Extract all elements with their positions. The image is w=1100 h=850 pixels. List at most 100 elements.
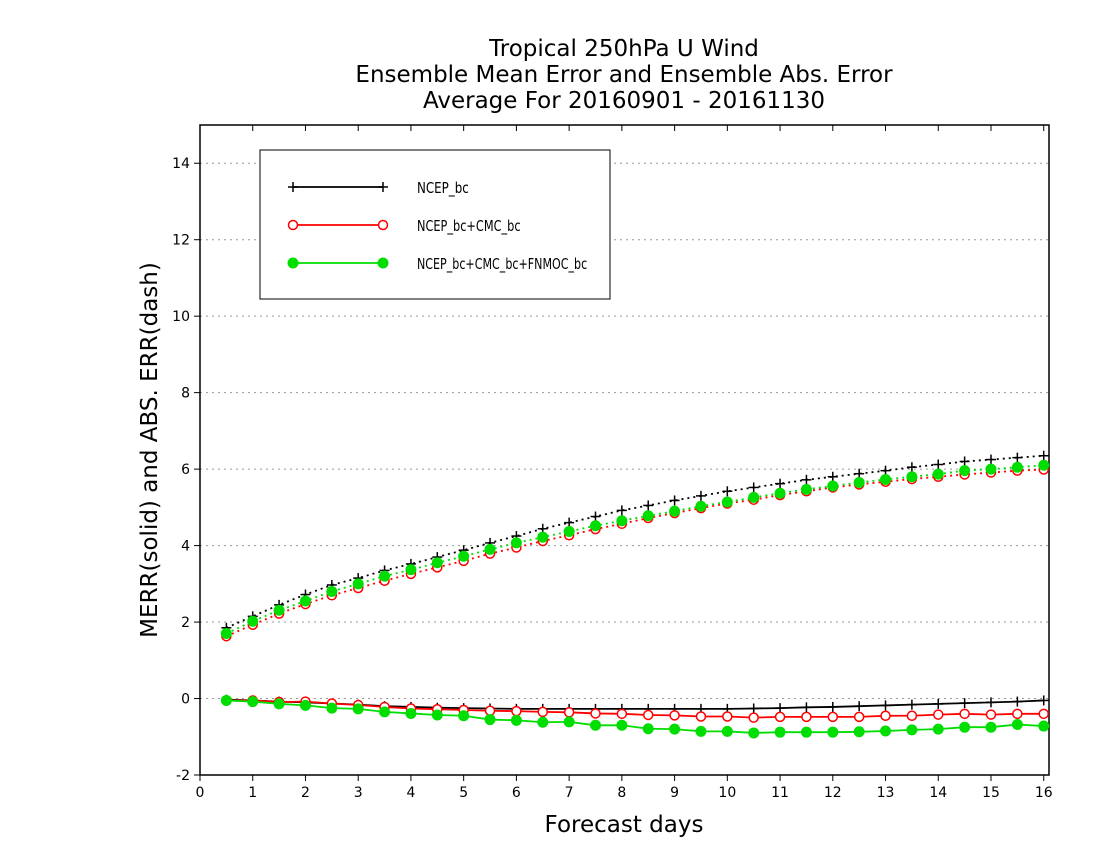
series-1-mean-point (801, 711, 812, 723)
series-1-abs-error-line (226, 468, 1044, 638)
x-tick-label: 9 (670, 785, 679, 801)
series-0-abs-point (1038, 450, 1049, 461)
series-2-mean-point (273, 698, 285, 710)
series-2-abs-point (458, 550, 470, 562)
series-2-mean-point (985, 721, 997, 733)
x-tick-label: 15 (982, 785, 1000, 801)
series-0-mean-point (827, 701, 838, 712)
series-0-mean-point (906, 699, 917, 710)
series-1-mean-point (669, 710, 680, 721)
series-2-mean-point (1038, 720, 1050, 732)
series-2-mean-point (484, 714, 496, 726)
series-0-mean-point (854, 701, 865, 712)
series-0-abs-point (643, 500, 654, 511)
series-2-mean-point (642, 723, 654, 735)
series-2-abs-point (510, 537, 522, 549)
series-0-abs-point (695, 490, 706, 501)
legend-marker-start-2 (287, 257, 299, 269)
series-2-abs-point (616, 515, 628, 527)
legend: NCEP_bc NCEP_bc+CMC_bc NCEP_bc+CMC_bc+FNMO… (259, 149, 611, 300)
series-2-abs-point (721, 496, 733, 508)
series-0-mean-point (1012, 696, 1023, 707)
series-1-mean-point (722, 711, 733, 722)
series-1-mean-point (906, 710, 918, 721)
series-2-abs-point (247, 615, 259, 627)
y-tick-label: 0 (181, 692, 190, 708)
series-1-mean-point (933, 709, 944, 720)
y-tick-label: 2 (181, 615, 190, 631)
x-tick-label: 0 (196, 785, 205, 801)
series-0-mean-point (1038, 695, 1049, 706)
series-2-mean-point (1011, 719, 1023, 731)
x-axis-label: Forecast days (545, 812, 704, 838)
series-2-abs-point (220, 628, 232, 640)
y-axis-label: MERR(solid) and ABS. ERR(dash) (137, 262, 163, 638)
series-2-mean-point (326, 702, 338, 714)
series-2-abs-error-line (225, 464, 1044, 635)
series-2-abs-point (563, 525, 575, 537)
series-2-mean-point (299, 699, 311, 711)
x-tick-label: 10 (718, 785, 736, 801)
series-2-abs-point (827, 480, 839, 492)
series-0-abs-point (801, 474, 812, 485)
x-tick-label: 4 (406, 785, 415, 801)
series-0-mean-point (985, 697, 996, 708)
series-2-abs-point (642, 510, 654, 522)
series-2-mean-point (405, 707, 417, 719)
legend-label-2: NCEP_bc+CMC_bc+FNMOC_bc (417, 255, 587, 274)
series-0-mean-point (880, 700, 891, 711)
series-2-mean-point (774, 726, 786, 738)
series-2-mean-point (510, 714, 522, 726)
series-2-abs-point (273, 604, 285, 616)
series-0-abs-point (827, 471, 838, 482)
series-0-mean-point (933, 698, 944, 709)
series-2-abs-point (299, 595, 311, 607)
x-tick-label: 8 (617, 785, 626, 801)
series-2-abs-point (959, 465, 971, 477)
series-0-abs-point (590, 511, 601, 522)
series-2-abs-point (669, 505, 681, 517)
series-2-mean-point (959, 721, 971, 733)
series-2-mean-point (695, 725, 707, 737)
series-0-abs-error-line (226, 454, 1044, 629)
plot-area-frame (199, 124, 1050, 776)
chart-title-line-1: Tropical 250hPa U Wind (489, 36, 759, 62)
y-tick-label: 6 (181, 462, 190, 478)
legend-marker-end-1 (377, 219, 389, 231)
series-2-mean-point (827, 726, 839, 738)
series-1-mean-point (1012, 708, 1023, 720)
legend-label-1: NCEP_bc+CMC_bc (417, 217, 521, 236)
series-0-mean-point (775, 703, 786, 714)
series-2-abs-point (853, 477, 865, 488)
series-2-mean-point (247, 696, 259, 708)
series-2-abs-point (1038, 459, 1050, 471)
x-tick-label: 14 (929, 785, 947, 801)
x-tick-label: 13 (877, 785, 895, 801)
x-tick-label: 12 (824, 785, 842, 801)
y-tick-label: 14 (172, 156, 190, 172)
y-tick-label: 10 (172, 309, 190, 325)
series-2-mean-point (669, 723, 681, 735)
series-0-abs-point (906, 462, 917, 473)
series-2-mean-point (906, 724, 918, 736)
series-0-abs-point (985, 454, 996, 465)
x-tick-label: 11 (771, 785, 789, 801)
series-2-mean-point (220, 694, 232, 706)
series-2-abs-point (326, 585, 338, 597)
series-2-abs-point (589, 520, 601, 532)
series-1-mean-point (511, 705, 522, 717)
series-1-mean-point (959, 708, 970, 720)
series-0-abs-point (933, 459, 944, 470)
series-0-abs-point (748, 482, 759, 493)
series-2-mean-point (589, 719, 601, 731)
series-2-abs-point (748, 491, 760, 503)
series-0-abs-point (616, 505, 627, 516)
series-2-abs-point (379, 570, 391, 582)
legend-marker-end-2 (377, 257, 389, 269)
series-lines (220, 450, 1050, 739)
series-1-mean-point (616, 708, 628, 720)
series-2-mean-point (379, 706, 391, 718)
series-2-mean-point (458, 710, 470, 722)
